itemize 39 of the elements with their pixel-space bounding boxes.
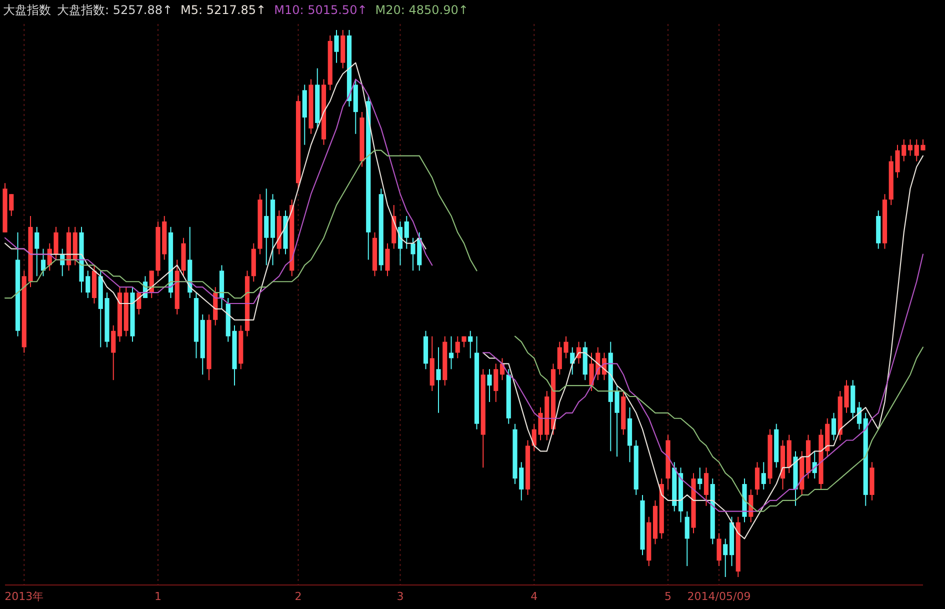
candlestick	[334, 30, 339, 64]
x-tick-label: 2013年	[4, 590, 44, 603]
candlestick	[34, 226, 40, 277]
candlestick	[404, 215, 409, 250]
candlestick	[761, 462, 766, 490]
text: M10	[274, 3, 300, 17]
candlestick	[40, 248, 46, 277]
candlestick	[684, 510, 690, 567]
x-tick-label: 5	[664, 590, 672, 603]
candlestick	[436, 346, 441, 414]
x-tick-label: 2	[294, 590, 302, 603]
candlestick	[455, 336, 460, 359]
x-tick-label: 3	[396, 590, 404, 603]
candlestick	[468, 330, 473, 359]
candlestick	[704, 467, 709, 506]
candlestick	[385, 242, 390, 277]
text: : 5015.50↑	[300, 3, 368, 17]
text: : 4850.90↑	[400, 3, 468, 17]
candlestick	[448, 336, 454, 370]
x-tick-label: 1	[154, 590, 162, 603]
x-tick-label: 4	[530, 590, 538, 603]
candlestick	[754, 462, 760, 496]
candlestick	[264, 188, 269, 266]
candlestick	[487, 368, 492, 402]
candlestick	[831, 412, 836, 441]
text: 大盘指数: 5257.88↑	[57, 3, 173, 17]
text: M5	[180, 3, 199, 17]
text: M20	[375, 3, 401, 17]
x-tick-label: 2014/05/09	[687, 590, 751, 603]
candlestick	[908, 138, 913, 156]
chart-title: 大盘指数	[3, 3, 51, 17]
candlestick	[698, 467, 702, 490]
candlestick	[856, 401, 862, 430]
candlestick	[111, 324, 116, 381]
text: : 5217.85↑	[198, 3, 266, 17]
candlestick	[716, 532, 722, 567]
candlestick	[723, 538, 728, 578]
candlestick	[570, 346, 575, 376]
candlestick	[494, 363, 498, 402]
